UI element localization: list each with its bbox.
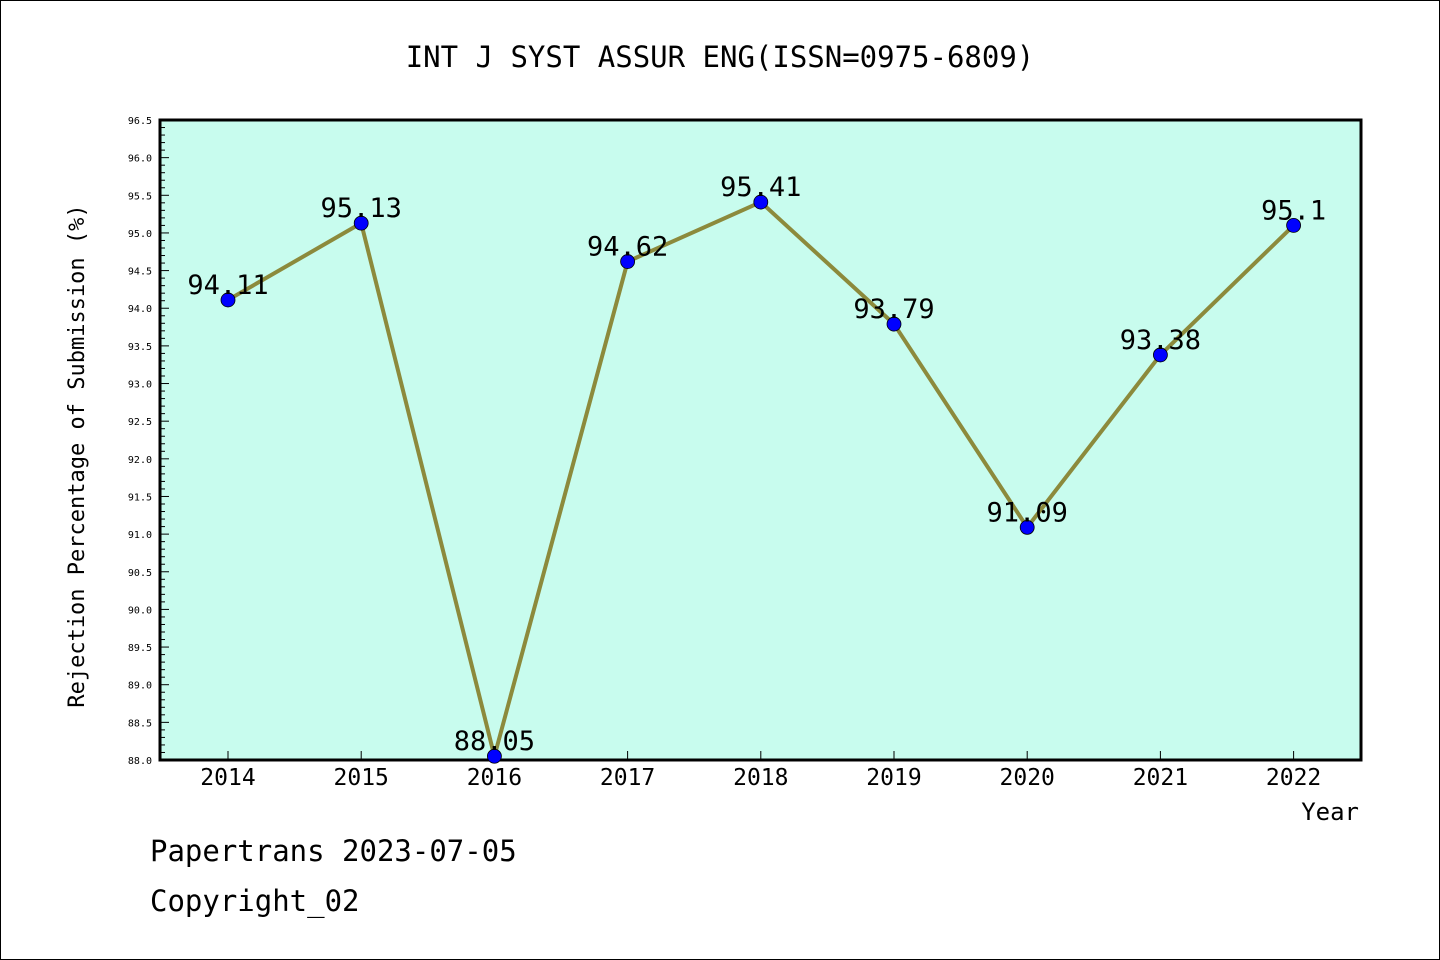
x-tick-label: 2020 (1000, 765, 1055, 791)
y-tick-label: 88.0 (128, 756, 152, 767)
y-tick-label: 89.5 (128, 643, 152, 654)
x-tick-label: 2022 (1266, 765, 1321, 791)
footer-source: Papertrans 2023-07-05 (150, 834, 517, 868)
data-label: 88.05 (454, 726, 535, 757)
y-tick-label: 91.5 (128, 492, 152, 503)
data-label: 95.1 (1261, 195, 1326, 226)
x-tick-label: 2015 (334, 765, 389, 791)
x-axis-label: Year (1301, 798, 1359, 826)
data-label: 93.79 (853, 294, 934, 325)
data-label: 93.38 (1120, 325, 1201, 356)
data-label: 95.13 (321, 193, 402, 224)
y-tick-label: 90.5 (128, 568, 152, 579)
x-tick-label: 2016 (467, 765, 522, 791)
x-tick-label: 2019 (866, 765, 921, 791)
y-tick-label: 94.5 (128, 267, 152, 278)
y-tick-label: 89.0 (128, 681, 152, 692)
y-tick-label: 93.5 (128, 342, 152, 353)
y-axis-label: Rejection Percentage of Submission (%) (65, 204, 90, 707)
y-tick-label: 95.5 (128, 191, 152, 202)
x-tick-label: 2021 (1133, 765, 1188, 791)
y-tick-label: 96.5 (128, 116, 152, 127)
y-tick-label: 92.0 (128, 455, 152, 466)
y-tick-label: 91.0 (128, 530, 152, 541)
chart-title: INT J SYST ASSUR ENG(ISSN=0975-6809) (406, 40, 1035, 74)
data-label: 91.09 (987, 497, 1068, 528)
data-label: 94.62 (587, 232, 668, 263)
data-label: 95.41 (720, 172, 801, 203)
y-tick-label: 90.0 (128, 605, 152, 616)
x-tick-label: 2017 (600, 765, 655, 791)
y-tick-label: 94.0 (128, 304, 152, 315)
y-tick-label: 88.5 (128, 718, 152, 729)
y-tick-label: 93.0 (128, 380, 152, 391)
data-label: 94.11 (187, 270, 268, 301)
x-tick-label: 2014 (200, 765, 255, 791)
x-tick-label: 2018 (733, 765, 788, 791)
footer-copyright: Copyright_02 (150, 884, 360, 918)
y-tick-label: 92.5 (128, 417, 152, 428)
y-tick-label: 96.0 (128, 154, 152, 165)
y-tick-label: 95.0 (128, 229, 152, 240)
